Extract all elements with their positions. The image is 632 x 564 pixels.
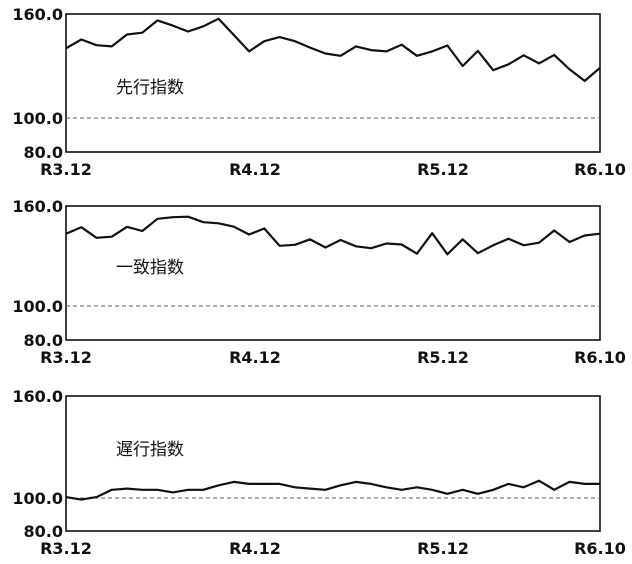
- chart-2-series-line: [65, 215, 601, 256]
- chart-3-x-tick-label: R3.12: [40, 539, 92, 558]
- chart-1-x-tick-label: R3.12: [40, 160, 92, 179]
- chart-1-y-tick-label: 100.0: [12, 109, 63, 128]
- chart-2-y-tick-label: 100.0: [12, 297, 63, 316]
- chart-3-plot-frame: [65, 395, 601, 532]
- chart-3-x-tick-label: R4.12: [229, 539, 281, 558]
- chart-1-series-line: [65, 17, 601, 83]
- chart-1-title: 先行指数: [116, 78, 184, 98]
- chart-3-y-tick-label: 160.0: [12, 387, 63, 406]
- chart-3-title: 遅行指数: [116, 440, 184, 460]
- chart-2-x-tick-label: R4.12: [229, 348, 281, 367]
- chart-2-x-tick-label: R3.12: [40, 348, 92, 367]
- chart-3-y-tick-label: 80.0: [24, 522, 63, 541]
- chart-3-y-tick-label: 100.0: [12, 489, 63, 508]
- chart-1-x-tick-label: R6.10: [574, 160, 626, 179]
- chart-1-x-tick-label: R4.12: [229, 160, 281, 179]
- chart-2-x-tick-label: R6.10: [574, 348, 626, 367]
- chart-3-x-tick-label: R5.12: [417, 539, 469, 558]
- chart-1-y-tick-label: 160.0: [12, 5, 63, 24]
- chart-2-y-tick-label: 80.0: [24, 331, 63, 350]
- chart-1-x-tick-label: R5.12: [417, 160, 469, 179]
- chart-2-y-tick-label: 160.0: [12, 197, 63, 216]
- chart-2-x-tick-label: R5.12: [417, 348, 469, 367]
- chart-1-plot-frame: [65, 13, 601, 153]
- chart-1-y-tick-label: 80.0: [24, 143, 63, 162]
- chart-3-x-tick-label: R6.10: [574, 539, 626, 558]
- chart-2-plot-frame: [65, 205, 601, 341]
- chart-2-title: 一致指数: [116, 258, 184, 278]
- chart-3-series-line: [65, 479, 600, 501]
